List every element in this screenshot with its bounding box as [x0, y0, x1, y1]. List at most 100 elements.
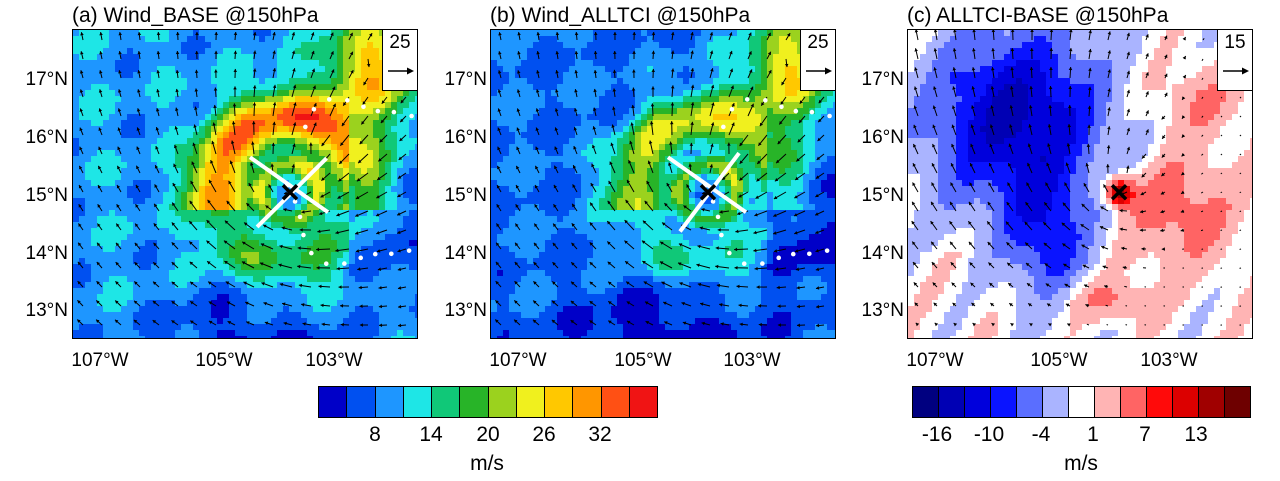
- field-cell: [367, 216, 374, 223]
- field-cell: [109, 186, 116, 193]
- field-cell: [665, 138, 672, 145]
- field-cell: [319, 150, 326, 157]
- field-cell: [707, 84, 714, 91]
- field-cell: [115, 294, 122, 301]
- wind-vector: [208, 301, 217, 307]
- field-cell: [743, 168, 750, 175]
- field-cell: [689, 96, 696, 103]
- field-cell: [157, 132, 164, 139]
- field-cell: [337, 174, 344, 181]
- field-cell: [379, 162, 386, 169]
- field-cell: [605, 102, 612, 109]
- field-cell: [325, 318, 332, 325]
- field-cell: [151, 102, 158, 109]
- field-cell: [665, 48, 672, 55]
- field-cell: [355, 168, 362, 175]
- field-cell: [533, 60, 540, 67]
- field-cell: [145, 312, 152, 319]
- field-cell: [385, 252, 392, 259]
- field-cell: [127, 240, 134, 247]
- field-cell: [809, 96, 816, 103]
- field-cell: [85, 276, 92, 283]
- field-cell: [695, 36, 702, 43]
- field-cell: [79, 336, 86, 338]
- field-cell: [79, 270, 86, 277]
- field-cell: [563, 90, 570, 97]
- field-cell: [271, 54, 278, 61]
- field-cell: [295, 246, 302, 253]
- field-cell: [211, 204, 218, 211]
- field-cell: [91, 78, 98, 85]
- field-cell: [259, 48, 266, 55]
- field-cell: [343, 264, 350, 271]
- field-cell: [277, 48, 284, 55]
- field-cell: [247, 126, 254, 133]
- field-cell: [587, 90, 594, 97]
- field-cell: [295, 228, 302, 235]
- field-cell: [623, 150, 630, 157]
- field-cell: [319, 126, 326, 133]
- field-cell: [109, 192, 116, 199]
- field-cell: [749, 168, 756, 175]
- field-cell: [349, 66, 356, 73]
- field-cell: [139, 246, 146, 253]
- field-cell: [665, 108, 672, 115]
- field-cell: [241, 174, 248, 181]
- field-cell: [397, 252, 404, 259]
- field-cell: [91, 66, 98, 73]
- field-cell: [821, 174, 828, 181]
- field-cell: [665, 66, 672, 73]
- wind-vector: [152, 261, 160, 269]
- wind-vector: [98, 127, 103, 136]
- field-cell: [647, 96, 654, 103]
- field-cell: [503, 126, 510, 133]
- field-cell: [151, 180, 158, 187]
- field-cell: [397, 126, 404, 133]
- field-cell: [295, 138, 302, 145]
- field-cell: [307, 66, 314, 73]
- field-cell: [497, 186, 504, 193]
- field-cell: [367, 186, 374, 193]
- field-cell: [301, 330, 308, 337]
- field-cell: [283, 156, 290, 163]
- field-cell: [719, 120, 726, 127]
- field-cell: [109, 264, 116, 271]
- field-cell: [271, 210, 278, 217]
- field-cell: [815, 162, 822, 169]
- field-cell: [253, 168, 260, 175]
- field-cell: [557, 114, 564, 121]
- field-cell: [563, 42, 570, 49]
- field-cell: [785, 144, 792, 151]
- field-cell: [217, 300, 224, 307]
- field-cell: [163, 282, 170, 289]
- field-cell: [605, 180, 612, 187]
- field-cell: [349, 246, 356, 253]
- field-cell: [151, 144, 158, 151]
- field-cell: [785, 132, 792, 139]
- field-cell: [73, 282, 80, 289]
- field-cell: [79, 186, 86, 193]
- field-cell: [515, 174, 522, 181]
- field-cell: [115, 96, 122, 103]
- field-cell: [181, 84, 188, 91]
- field-cell: [109, 108, 116, 115]
- field-cell: [121, 48, 128, 55]
- field-cell: [713, 168, 720, 175]
- field-cell: [725, 108, 732, 115]
- field-cell: [277, 234, 284, 241]
- field-cell: [121, 174, 128, 181]
- field-cell: [193, 54, 200, 61]
- field-cell: [551, 114, 558, 121]
- field-cell: [385, 96, 392, 103]
- field-cell: [563, 150, 570, 157]
- field-cell: [139, 54, 146, 61]
- field-cell: [103, 84, 110, 91]
- field-cell: [815, 90, 822, 97]
- field-cell: [85, 330, 92, 337]
- field-cell: [313, 90, 320, 97]
- field-cell: [271, 192, 278, 199]
- field-cell: [539, 48, 546, 55]
- field-cell: [145, 42, 152, 49]
- field-cell: [391, 294, 398, 301]
- field-cell: [301, 84, 308, 91]
